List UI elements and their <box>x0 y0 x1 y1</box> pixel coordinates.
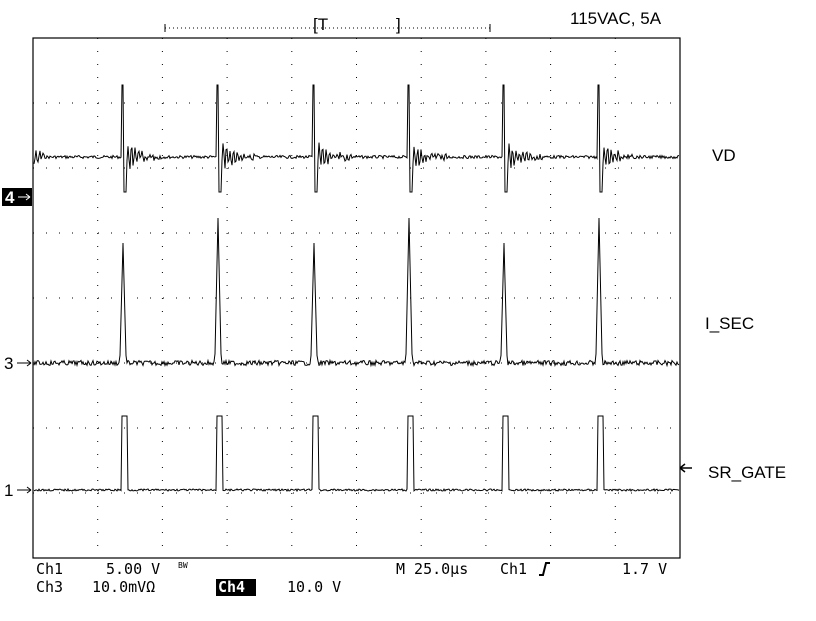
trace-marker: 4 <box>5 188 15 207</box>
status-scale: 5.00 V <box>106 560 160 578</box>
waveforms <box>33 84 680 493</box>
status-scale: 10.0mVΩ <box>92 578 155 596</box>
status-channel: Ch3 <box>36 578 63 596</box>
trigger-slope <box>539 562 550 576</box>
status-bandwidth: BW <box>178 561 188 570</box>
marker-box <box>2 188 32 206</box>
marker-arrow <box>17 359 32 367</box>
trace-label: VD <box>712 146 736 165</box>
waveform <box>33 84 679 193</box>
waveform <box>33 415 680 493</box>
trigger-right: ] <box>396 15 401 34</box>
status-channel: Ch1 <box>36 560 63 578</box>
marker-arrow <box>18 193 31 201</box>
trace-label: I_SEC <box>705 314 754 333</box>
status-timebase: M 25.0µs <box>396 560 468 578</box>
status-channel: Ch4 <box>218 578 245 596</box>
status-trigger-level: 1.7 V <box>622 560 667 578</box>
graticule-frame <box>32 37 681 559</box>
trace-marker: 1 <box>4 481 13 500</box>
trace-label: SR_GATE <box>708 463 786 482</box>
grid <box>33 38 680 558</box>
title: 115VAC, 5A <box>570 9 662 28</box>
channel-box <box>216 579 256 596</box>
waveform <box>33 217 680 368</box>
trigger-left: [T <box>313 15 328 34</box>
marker-arrow <box>17 486 32 494</box>
trigger-arrow <box>679 463 692 473</box>
status-trigger-channel: Ch1 <box>500 560 527 578</box>
status-scale: 10.0 V <box>287 578 341 596</box>
trace-marker: 3 <box>4 354 13 373</box>
